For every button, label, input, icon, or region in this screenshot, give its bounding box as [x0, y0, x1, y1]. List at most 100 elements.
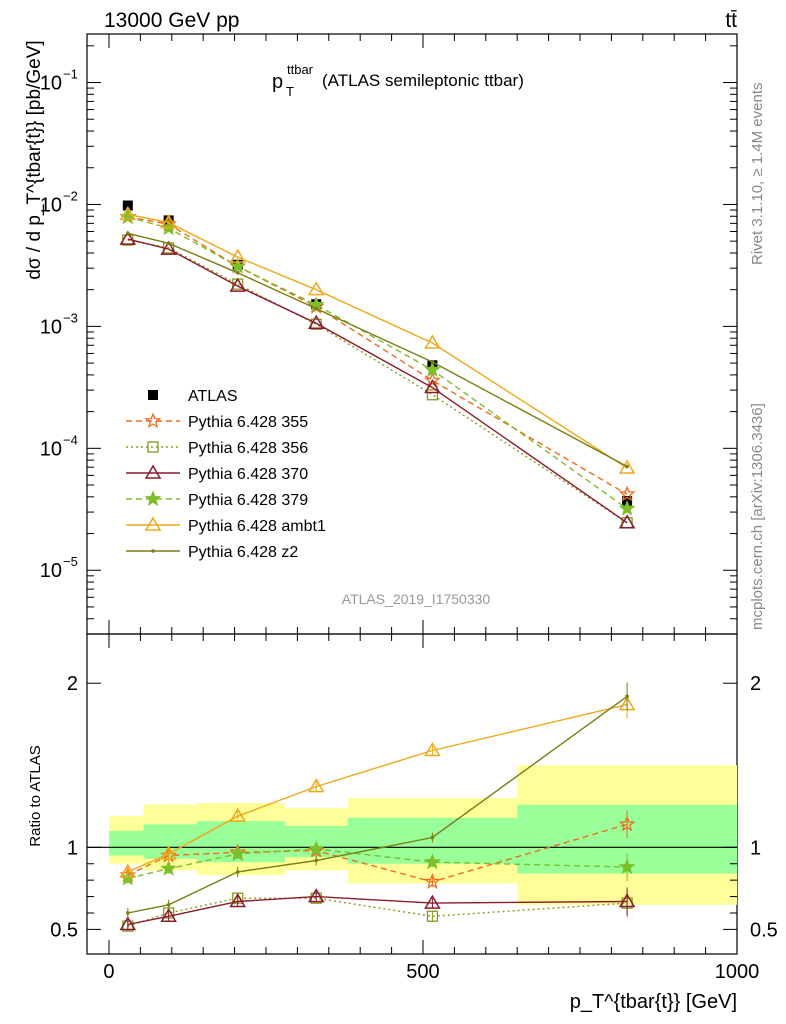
series-marker — [126, 231, 130, 236]
ratio-marker — [229, 845, 247, 862]
ratio-series-group — [119, 682, 636, 932]
series-marker — [426, 389, 439, 401]
ytick-label-exp: −5 — [63, 554, 78, 569]
ratio-ytick-label: 1 — [67, 837, 78, 859]
main-series-group — [119, 200, 636, 529]
legend-label: Pythia 6.428 ambt1 — [188, 518, 326, 535]
legend-marker — [144, 490, 162, 507]
legend-item: Pythia 6.428 379 — [126, 490, 308, 509]
ytick-label: 10 — [40, 73, 62, 95]
series-line — [127, 213, 628, 469]
plot-title-sup: ttbar — [287, 62, 314, 77]
series-marker — [166, 241, 171, 246]
legend-label: Pythia 6.428 370 — [188, 466, 308, 483]
xtick-label: 500 — [406, 961, 439, 983]
legend-item: Pythia 6.428 356 — [126, 440, 308, 457]
ratio-marker — [625, 694, 629, 699]
ratio-line — [127, 897, 628, 927]
ytick-label-exp: −4 — [63, 432, 78, 447]
ratio-marker — [430, 835, 435, 840]
ratio-ytick-label-right: 0.5 — [750, 919, 778, 941]
series-marker — [235, 271, 240, 275]
xtick-label: 0 — [103, 961, 114, 983]
ratio-marker — [618, 892, 636, 908]
series-marker — [424, 371, 441, 388]
ratio-marker — [119, 863, 137, 878]
ratio-marker — [424, 742, 441, 757]
ratio-ytick-label-right: 1 — [750, 837, 761, 859]
ylabel-main: dσ / d p_T^{tbar{t}} [pb/GeV] — [24, 40, 45, 279]
series-line — [127, 216, 628, 495]
xlabel: p_T^{tbar{t}} [GeV] — [570, 991, 737, 1013]
ratio-series-pythia-6-428-z2 — [126, 682, 629, 918]
legend-item: Pythia 6.428 z2 — [126, 544, 298, 561]
ratio-axis-ticks: 0 500 1000 0.5 0.5 1 1 2 2 — [50, 634, 778, 983]
ratio-marker — [618, 858, 636, 875]
legend-marker — [144, 464, 162, 479]
ratio-series-pythia-6-428-370 — [119, 887, 636, 931]
series-atlas — [122, 200, 633, 506]
data-point — [122, 200, 133, 211]
watermark: ATLAS_2019_I1750330 — [342, 591, 491, 607]
series-marker — [119, 230, 137, 245]
series-marker — [625, 464, 629, 469]
ratio-ytick-label: 2 — [67, 673, 78, 695]
series-line — [127, 232, 628, 468]
ytick-label: 10 — [40, 560, 62, 582]
ratio-marker — [426, 910, 439, 922]
series-marker — [618, 459, 636, 474]
legend: ATLAS Pythia 6.428 355 Pythia 6.428 356 Pyt… — [126, 388, 326, 561]
series-marker — [160, 214, 177, 229]
series-marker — [424, 379, 441, 394]
ratio-marker — [126, 911, 130, 915]
series-pythia-6-428-370 — [119, 230, 636, 529]
ratio-marker — [235, 870, 240, 874]
ratio-marker — [160, 859, 177, 876]
ratio-line — [127, 895, 628, 926]
series-pythia-6-428-z2 — [126, 231, 629, 469]
series-marker — [229, 277, 247, 292]
ytick-label-exp: −2 — [63, 188, 78, 203]
ratio-marker — [119, 915, 137, 931]
legend-marker — [147, 441, 159, 453]
ratio-marker — [229, 807, 247, 822]
ytick-label: 10 — [40, 194, 62, 216]
series-marker — [229, 248, 247, 263]
ratio-marker — [424, 873, 441, 889]
legend-item: Pythia 6.428 355 — [126, 412, 308, 431]
series-marker — [430, 360, 435, 364]
main-axis-ticks: 10−510−410−310−210−1 — [40, 34, 738, 635]
header-left: 13000 GeV pp — [104, 9, 239, 32]
legend-item: ATLAS — [148, 388, 238, 405]
series-marker — [119, 205, 137, 221]
series-marker — [314, 306, 319, 311]
legend-marker — [144, 516, 162, 531]
ratio-marker — [424, 853, 441, 870]
header-right: tt̄ — [725, 9, 737, 32]
series-line — [127, 238, 628, 524]
ratio-ytick-label-right: 2 — [750, 673, 761, 695]
ratio-marker — [160, 907, 177, 923]
series-marker — [424, 334, 441, 349]
plot-title-sub: T — [286, 84, 294, 99]
ratio-marker — [618, 815, 636, 832]
ytick-label: 10 — [40, 438, 62, 460]
rivet-label: Rivet 3.1.10, ≥ 1.4M events — [749, 83, 766, 266]
ratio-line — [127, 703, 628, 873]
ratio-marker — [166, 902, 171, 907]
legend-label: Pythia 6.428 355 — [188, 414, 308, 431]
series-pythia-6-428-356 — [122, 234, 633, 529]
ratio-line — [127, 848, 628, 880]
legend-label: Pythia 6.428 z2 — [188, 544, 298, 561]
legend-marker — [151, 549, 155, 553]
ratio-marker — [160, 845, 177, 860]
series-marker — [307, 281, 325, 296]
ratio-uncertainty-bands — [108, 765, 737, 905]
ratio-marker — [307, 840, 325, 857]
legend-marker — [144, 412, 162, 429]
plot-title: p — [272, 71, 283, 93]
legend-item: Pythia 6.428 ambt1 — [126, 516, 326, 535]
ylabel-ratio: Ratio to ATLAS — [27, 745, 44, 846]
ytick-label: 10 — [40, 316, 62, 338]
series-marker — [618, 485, 636, 502]
